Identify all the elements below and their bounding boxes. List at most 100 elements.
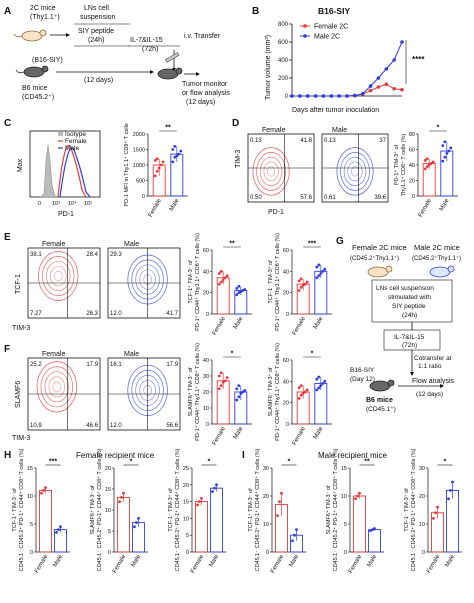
d-bar-ytick-label-1: 20 [409, 179, 415, 185]
c-bar-point-1-0 [171, 160, 175, 164]
h-bar2-bar-0 [117, 496, 130, 553]
a-host-mouse-2-icon [157, 67, 183, 80]
f-bar1-point-0-5 [217, 374, 221, 378]
h-title: Female recipient mice [76, 451, 155, 460]
f-bar2-point-0-4 [305, 388, 309, 392]
d-bar-point-1-0 [441, 159, 445, 163]
flow-quadrant-f-m-0: 16.1 [110, 362, 122, 368]
i-bar1-ytick-label-2: 20 [263, 494, 269, 500]
e-bar1-ytick-label-2: 40 [203, 269, 209, 275]
h-bar3-ytick-label-4: 20 [183, 483, 189, 489]
e-bar2-point-1-1 [317, 274, 321, 277]
b-xlabel: Days after tumor inoculation [292, 107, 379, 114]
g-step1d: (24h) [402, 312, 417, 319]
h-bar2-xlabel-0: Female [112, 553, 128, 574]
e-bar2-point-1-4 [323, 267, 327, 271]
a-tumor: (B16-SIY) [32, 57, 63, 64]
a-step2-dur: (72h) [142, 46, 158, 53]
panel-letter-i: I [242, 450, 245, 461]
c-tick-1: 10³ [52, 201, 60, 207]
e-ylabel: TCF-1 [15, 274, 22, 294]
f-bar1-ylabel-0: SLAMF6⁺ TIM-3⁻ of [187, 367, 194, 417]
b-point-1-3 [313, 94, 318, 98]
h-bar3-xlabel-1: Male [209, 553, 221, 568]
flow-quadrant-e-f-1: 28.4 [86, 252, 98, 258]
b-point-1-11 [376, 76, 381, 80]
d-bar-xlabel-0: Female [418, 197, 434, 218]
h-bar2-point-1-1 [135, 521, 138, 524]
d-bar-point-1-6 [443, 140, 447, 144]
i-bar3-point-0-0 [432, 517, 435, 520]
flow-quadrant-d-f-3: 57.6 [300, 195, 312, 201]
i-bar3-point-1-1 [449, 489, 452, 492]
b-point-1-6 [337, 94, 341, 98]
e-bar1-point-1-4 [243, 288, 247, 291]
h-bar3-bar-1 [210, 487, 223, 553]
f-bar1-point-0-4 [225, 376, 229, 379]
e-bar2-ytick-label-0: 0 [286, 312, 289, 318]
f-bar1-point-1-6 [237, 384, 241, 387]
e-bar1-point-0-0 [217, 282, 221, 286]
flow-contour-f-f-4 [40, 366, 73, 408]
d-ylabel: TIM-3 [235, 150, 242, 168]
f-bar2-point-1-4 [323, 379, 327, 383]
e-bar1-point-0-1 [219, 280, 223, 284]
b-point-0-14 [400, 87, 404, 92]
h-bar2-significance: * [130, 459, 133, 466]
g-female-mice: Female 2C mice [352, 243, 407, 252]
b-legend-label-1: Male 2C [314, 34, 340, 41]
c-legend-swatch-isotype [58, 132, 63, 136]
e-bar1-ytick-label-3: 60 [203, 248, 209, 254]
b-ytick-label-0: 0 [285, 94, 289, 100]
d-label-male: Male [332, 127, 347, 134]
panel-g-schematic: Female 2C mice (CD45.2⁺Thy1.1⁺) Male 2C … [350, 243, 461, 413]
i-bar2-bar-0 [353, 495, 366, 553]
i-bar3-ytick-label-2: 20 [419, 494, 425, 500]
i-bar2-bar-1 [368, 529, 381, 553]
h-bar3-ylabel-1: CD45.1⁻ CD45.2⁺ PD-1⁺ CD44⁺ CD8⁺ T cells… [174, 448, 181, 571]
h-bar2-point-0-1 [120, 496, 123, 499]
h-bar2-ytick-label-4: 20 [105, 466, 111, 472]
i-bar2-significance: ** [364, 459, 370, 466]
flow-quadrant-f-m-2: 12.0 [110, 423, 122, 429]
d-bar-ylabel-0: PD-1⁺ TIM-3⁺ of [393, 144, 400, 185]
h-bar1-significance: *** [49, 459, 57, 466]
d-label-female: Female [262, 127, 285, 134]
h-bar1-point-0-1 [42, 489, 45, 492]
flow-quadrant-d-f-2: 0.50 [250, 195, 262, 201]
i-bar1-xlabel-1: Male [289, 553, 301, 568]
f-bar2-point-1-6 [317, 375, 321, 379]
h-bar3-point-1-1 [213, 486, 216, 490]
e-xlabel: TIM-3 [12, 325, 30, 332]
c-ylabel: Max [17, 158, 24, 172]
f-bar1-point-1-0 [235, 398, 239, 402]
f-bar1-point-0-6 [219, 371, 223, 375]
flow-contour-e-f-3 [46, 260, 71, 292]
d-xlabel: PD-1 [268, 209, 284, 216]
f-bar2-point-1-5 [315, 377, 319, 381]
b-point-1-1 [298, 94, 302, 98]
c-bar-point-1-5 [171, 148, 175, 151]
h-bar2-point-1-0 [133, 525, 136, 529]
flow-plots: 0.13 41.8 0.50 57.6 0.13 37 0.61 39.6 38.1 28.4 7.… [27, 133, 389, 431]
d-bar-ytick-label-3: 60 [409, 148, 415, 154]
a-analysis: or flow analysis [182, 90, 230, 97]
f-bar1-xlabel-0: Female [212, 425, 228, 446]
panel-letter-f: F [4, 344, 10, 355]
a-step1: SIY peptide [78, 28, 114, 35]
h-bar2-ytick-label-1: 5 [108, 529, 111, 535]
panel-a-schematic: 2C mice (Thy1.1⁺) LNs cell suspension SI… [13, 5, 230, 106]
e-bar1-point-0-5 [217, 272, 221, 275]
i-bar1-significance: * [288, 459, 291, 466]
flow-contour-f-f-1 [52, 381, 62, 393]
f-bar2-point-0-0 [297, 397, 301, 400]
f-bar2-ytick-label-2: 40 [283, 379, 289, 385]
c-bar-point-1-4 [179, 149, 183, 153]
flow-quadrant-e-m-3: 41.7 [166, 311, 178, 317]
h-bar1-bar-0 [39, 489, 52, 553]
flow-contour-d-f-2 [263, 161, 279, 182]
f-bar1-point-0-3 [223, 379, 227, 383]
i-bar2-ylabel-0: SLAMF6⁺ TIM-3⁻ of [325, 485, 332, 535]
b-point-1-14 [400, 40, 404, 44]
f-bar2-point-0-3 [303, 390, 307, 394]
